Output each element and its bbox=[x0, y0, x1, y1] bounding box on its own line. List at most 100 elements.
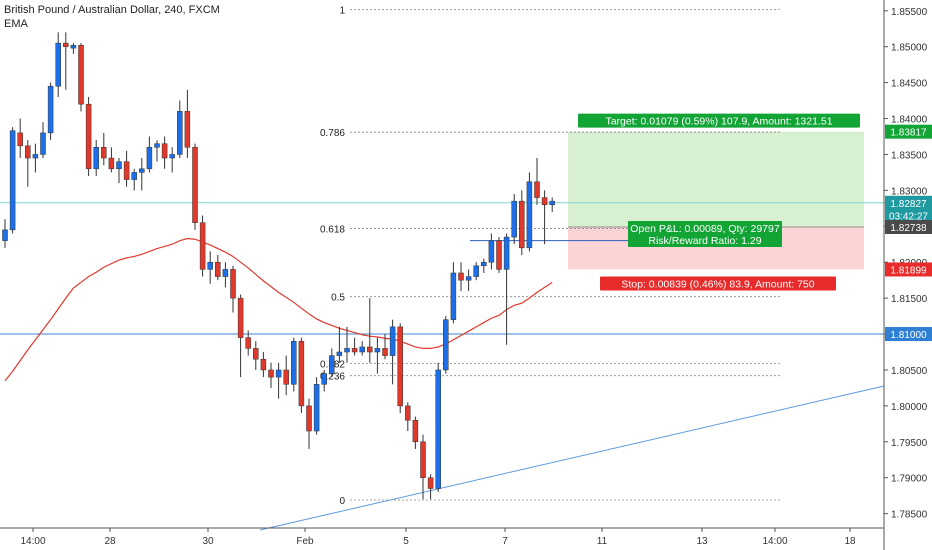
candle-body-55 bbox=[420, 441, 426, 478]
candle-46 bbox=[351, 337, 358, 356]
price-tick-0: 1.85500 bbox=[891, 7, 928, 18]
pnl-label-line-2: Risk/Reward Ratio: 1.29 bbox=[648, 235, 761, 247]
candle-55 bbox=[420, 434, 426, 500]
trend-line bbox=[259, 385, 885, 531]
candle-35 bbox=[268, 362, 274, 388]
candle-body-50 bbox=[382, 348, 388, 356]
candle-body-45 bbox=[344, 348, 350, 353]
candle-body-15 bbox=[116, 161, 122, 170]
candle-body-27 bbox=[207, 261, 213, 270]
time-tick-8: 14:00 bbox=[762, 536, 787, 547]
candle-body-41 bbox=[313, 384, 320, 432]
candle-53 bbox=[405, 402, 411, 432]
fib-label-1: 0.786 bbox=[320, 128, 345, 139]
candle-49 bbox=[374, 337, 381, 374]
candle-7 bbox=[55, 32, 61, 97]
candle-body-4 bbox=[32, 154, 39, 159]
candle-44 bbox=[336, 326, 343, 363]
candle-52 bbox=[397, 323, 403, 414]
position-labels: Target: 0.01079 (0.59%) 107.9, Amount: 1… bbox=[578, 113, 860, 291]
candle-body-69 bbox=[526, 181, 533, 249]
candle-56 bbox=[427, 474, 434, 500]
price-tag-0: 1.83817 bbox=[890, 128, 927, 139]
price-tag-box-1 bbox=[885, 195, 932, 210]
candle-body-28 bbox=[215, 261, 221, 277]
candle-50 bbox=[382, 334, 388, 360]
candle-body-42 bbox=[321, 373, 327, 385]
candle-10 bbox=[78, 43, 84, 112]
candle-43 bbox=[329, 348, 335, 378]
candle-body-58 bbox=[443, 319, 449, 371]
candle-body-40 bbox=[306, 405, 312, 432]
candle-body-48 bbox=[367, 346, 373, 353]
candle-body-26 bbox=[199, 222, 206, 270]
candle-body-43 bbox=[329, 355, 335, 374]
price-tag-box-3 bbox=[885, 220, 932, 235]
candle-body-12 bbox=[93, 147, 99, 170]
candle-65 bbox=[496, 237, 502, 273]
target-label-box bbox=[578, 113, 860, 128]
candle-body-36 bbox=[275, 369, 282, 378]
candle-body-37 bbox=[283, 369, 289, 385]
candle-48 bbox=[367, 298, 373, 363]
candle-71 bbox=[541, 190, 548, 245]
candle-66 bbox=[503, 233, 510, 345]
time-tick-4: 5 bbox=[403, 536, 409, 547]
candle-body-8 bbox=[63, 42, 69, 47]
candle-61 bbox=[465, 269, 472, 291]
candle-body-61 bbox=[465, 276, 472, 281]
candle-64 bbox=[488, 233, 495, 270]
time-tick-3: Feb bbox=[296, 536, 314, 547]
candle-body-16 bbox=[123, 161, 130, 180]
candle-body-53 bbox=[405, 405, 411, 421]
candle-47 bbox=[359, 341, 365, 356]
candle-body-13 bbox=[101, 147, 107, 159]
price-tick-13: 1.79000 bbox=[891, 474, 928, 485]
candle-body-31 bbox=[237, 297, 244, 338]
candle-54 bbox=[412, 416, 419, 449]
price-tag-2: 03:42:27 bbox=[889, 212, 928, 223]
candle-0 bbox=[2, 219, 8, 248]
candle-body-33 bbox=[253, 348, 259, 360]
candle-body-46 bbox=[351, 348, 358, 353]
candle-26 bbox=[199, 215, 206, 277]
fib-label-6: 0 bbox=[339, 496, 345, 507]
candle-34 bbox=[260, 352, 267, 378]
candle-29 bbox=[222, 262, 229, 288]
indicator-legend[interactable]: EMA bbox=[4, 18, 28, 30]
price-tag-box-4 bbox=[885, 262, 932, 277]
candle-body-68 bbox=[519, 200, 525, 249]
candle-body-29 bbox=[222, 269, 229, 277]
candle-body-62 bbox=[473, 265, 479, 277]
candle-59 bbox=[450, 262, 457, 324]
candle-body-3 bbox=[25, 145, 31, 159]
candle-31 bbox=[237, 294, 244, 378]
time-tick-2: 30 bbox=[202, 536, 214, 547]
candle-30 bbox=[230, 265, 236, 313]
ema-polyline bbox=[4, 237, 553, 382]
candle-57 bbox=[435, 362, 441, 493]
fib-label-3: 0.5 bbox=[331, 293, 345, 304]
candle-body-19 bbox=[146, 147, 153, 170]
candle-body-49 bbox=[374, 348, 381, 353]
candle-body-66 bbox=[503, 236, 510, 270]
candle-body-72 bbox=[549, 200, 555, 205]
price-tag-4: 1.81899 bbox=[890, 265, 927, 276]
candle-41 bbox=[313, 377, 320, 435]
price-tick-8: 1.81500 bbox=[891, 294, 928, 305]
candle-70 bbox=[534, 158, 540, 205]
time-tick-5: 7 bbox=[502, 536, 508, 547]
position-zones bbox=[568, 131, 864, 270]
candle-body-24 bbox=[184, 111, 191, 148]
candle-72 bbox=[549, 197, 555, 212]
candle-body-32 bbox=[245, 337, 251, 349]
candle-11 bbox=[85, 96, 92, 176]
candle-24 bbox=[184, 89, 191, 159]
candle-39 bbox=[298, 337, 305, 414]
ema-line bbox=[4, 237, 553, 382]
candle-33 bbox=[253, 341, 259, 370]
time-tick-9: 18 bbox=[844, 536, 856, 547]
